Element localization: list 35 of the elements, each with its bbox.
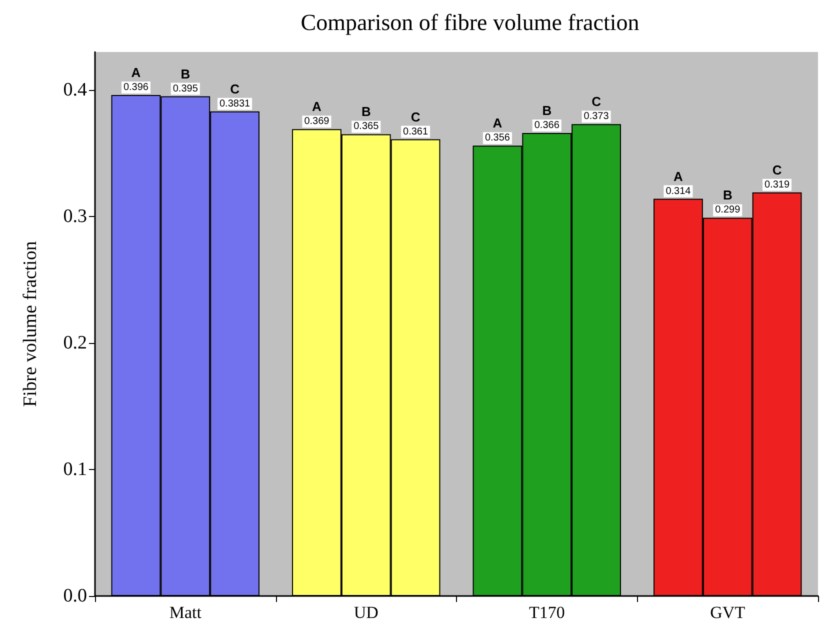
y-tick-label: 0.2 <box>63 332 87 354</box>
text: C <box>772 162 782 178</box>
text: B <box>542 102 552 118</box>
text: C <box>592 94 601 110</box>
data-label: 0.319 <box>764 179 790 190</box>
data-label: 0.373 <box>584 111 610 122</box>
y-tick-label: 0.4 <box>63 79 88 100</box>
data-label: 0.3831 <box>219 98 251 110</box>
series-label: B <box>180 66 190 82</box>
data-label: 0.366 <box>534 120 560 131</box>
y-tick-label: 0.0 <box>63 586 87 606</box>
y-tick-label: 0.3 <box>63 206 87 227</box>
text: C <box>230 81 240 96</box>
data-label: 0.299 <box>715 204 741 216</box>
series-label: C <box>410 109 421 124</box>
text: B <box>361 104 371 120</box>
chart-title: Comparison of fibre volume fraction <box>300 10 640 35</box>
x-tick-label: GVT <box>710 603 746 622</box>
y-axis-title: Fibre volume fraction <box>20 240 41 407</box>
data-label: 0.356 <box>484 132 510 144</box>
text: A <box>131 65 141 80</box>
data-label: 0.365 <box>354 121 380 132</box>
x-tick-label: T170 <box>528 603 565 622</box>
data-label: 0.369 <box>304 116 330 128</box>
text: A <box>492 116 502 131</box>
data-label: 0.395 <box>172 83 198 94</box>
data-label: 0.396 <box>123 82 149 94</box>
y-tick-label: 0.1 <box>63 458 87 480</box>
data-label: 0.314 <box>666 186 692 197</box>
text: B <box>722 188 732 203</box>
x-tick-label: UD <box>354 603 378 622</box>
data-label: 0.361 <box>403 126 428 138</box>
text: A <box>674 168 683 184</box>
x-tick-label: Matt <box>169 603 202 622</box>
series-label: A <box>312 99 322 114</box>
